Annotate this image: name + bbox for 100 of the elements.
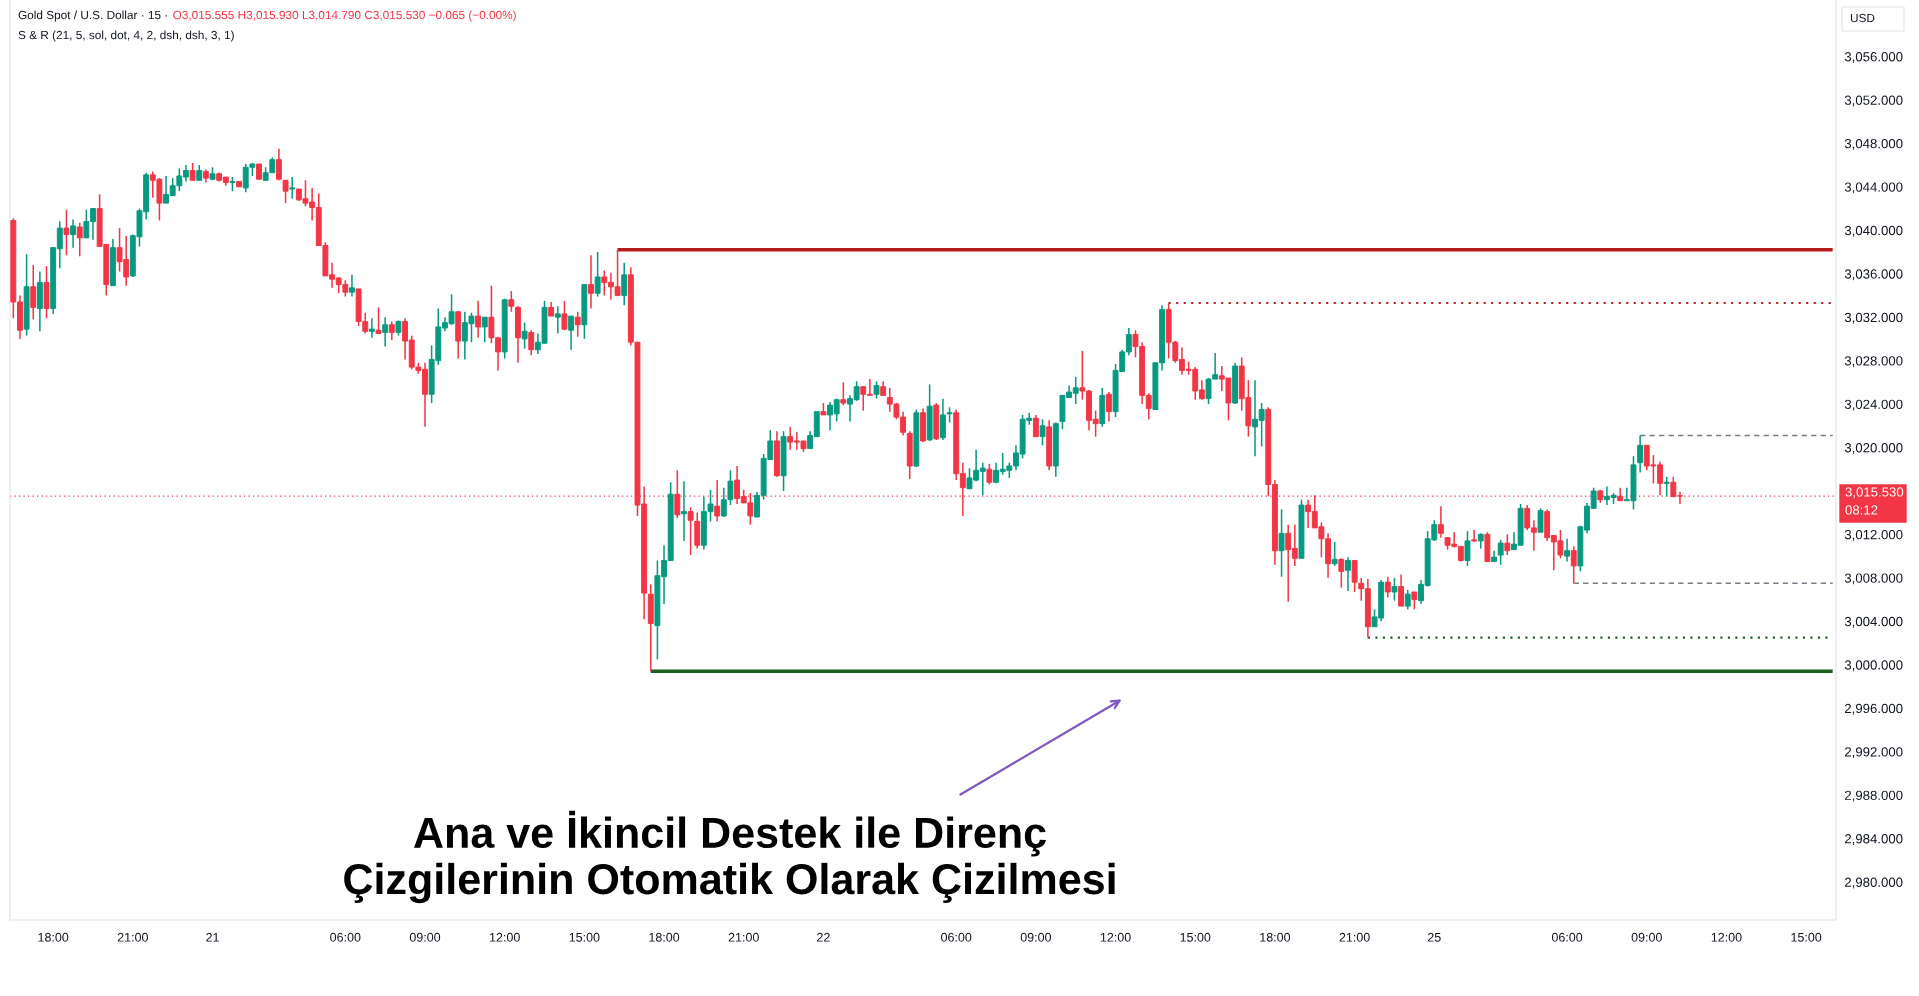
annotation: S & R (21, 5, sol, dot, 4, 2, dsh, dsh, 3, 1) xyxy=(18,30,234,42)
candlestick xyxy=(588,254,594,310)
candlestick xyxy=(76,221,83,258)
candlestick xyxy=(1564,537,1571,563)
y-tick-label: 3,056.000 xyxy=(1844,52,1903,63)
candlestick xyxy=(1278,508,1285,578)
candlestick xyxy=(521,321,528,350)
y-tick-label: 3,008.000 xyxy=(1844,573,1903,585)
y-tick-label: 3,036.000 xyxy=(1844,269,1903,281)
candlestick xyxy=(1039,418,1046,447)
x-tick-label: 12:00 xyxy=(489,932,520,942)
y-tick-label: 3,012.000 xyxy=(1844,529,1903,541)
x-tick-label: 18:00 xyxy=(38,932,69,942)
candlestick xyxy=(1464,530,1471,567)
candlestick xyxy=(687,506,694,556)
y-tick-label: 3,024.000 xyxy=(1844,399,1903,411)
candlestick xyxy=(1338,557,1345,589)
y-tick-label: 3,020.000 xyxy=(1844,443,1903,454)
candlestick xyxy=(375,306,382,335)
x-tick-label: 12:00 xyxy=(1100,932,1131,942)
candlestick xyxy=(528,329,535,356)
x-tick-label: 15:00 xyxy=(569,932,600,942)
candlestick xyxy=(1351,559,1358,593)
x-tick-label: 12:00 xyxy=(1711,932,1742,942)
candlestick xyxy=(1497,539,1504,566)
candlestick xyxy=(1404,589,1411,611)
x-tick-label: 21 xyxy=(206,932,219,942)
candlestick xyxy=(1345,556,1351,592)
candlestick xyxy=(1437,505,1444,539)
candlestick xyxy=(681,480,687,542)
candlestick xyxy=(1504,533,1511,556)
candlestick xyxy=(282,179,289,204)
y-tick-label: 2,996.000 xyxy=(1845,703,1903,715)
text: 08:12 xyxy=(1845,505,1878,515)
candlestick xyxy=(1331,541,1338,567)
text: USD xyxy=(1850,13,1875,23)
candlestick xyxy=(349,274,355,298)
candlestick xyxy=(1105,391,1112,423)
candlestick xyxy=(554,305,561,335)
x-tick-label: 15:00 xyxy=(1791,932,1822,942)
candlestick xyxy=(382,316,389,348)
y-tick-label: 2,992.000 xyxy=(1845,747,1903,759)
candlestick xyxy=(694,511,701,550)
x-tick-label: 15:00 xyxy=(1180,932,1211,942)
candlestick xyxy=(289,176,296,200)
x-tick-label: 21:00 xyxy=(728,932,759,942)
y-tick-label: 3,048.000 xyxy=(1844,138,1903,150)
candlestick xyxy=(939,397,946,441)
candlestick xyxy=(70,218,77,249)
candlestick xyxy=(1537,507,1544,533)
candlestick xyxy=(63,208,70,257)
ref-line-label: 3,015.530 xyxy=(1845,487,1904,499)
y-tick-label: 3,052.000 xyxy=(1844,95,1903,107)
candlestick xyxy=(986,463,993,486)
candlestick xyxy=(368,317,375,339)
candlestick xyxy=(840,381,847,406)
x-tick-label: 06:00 xyxy=(1551,932,1583,942)
candlestick xyxy=(481,316,488,343)
x-tick-label: 18:00 xyxy=(1260,932,1291,942)
y-tick-label: 3,028.000 xyxy=(1844,356,1903,368)
x-tick-label: 06:00 xyxy=(330,932,361,942)
y-tick-label: 2,988.000 xyxy=(1845,790,1903,802)
y-tick-label: 3,032.000 xyxy=(1844,312,1903,324)
x-tick-label: 09:00 xyxy=(1631,932,1662,942)
x-tick-label: 21:00 xyxy=(1339,932,1370,942)
candlestick xyxy=(1384,576,1391,599)
candlestick xyxy=(594,251,601,298)
x-tick-label: 09:00 xyxy=(1020,932,1052,942)
x-tick-label: 06:00 xyxy=(941,932,972,942)
annotation: Gold Spot / U.S. Dollar · 15 · xyxy=(18,10,167,22)
text: Ana ve İkincil Destek ile Direnç Çizgilerinin Otomatik Olarak Çizilmesi xyxy=(344,810,1115,904)
x-tick-label: 25 xyxy=(1427,932,1441,942)
candlestick xyxy=(714,479,721,523)
candlestick xyxy=(561,300,568,331)
candlestick xyxy=(508,290,515,313)
candlestick xyxy=(1663,476,1670,498)
x-tick-label: 22 xyxy=(817,932,830,942)
y-tick-label: 2,980.000 xyxy=(1845,877,1903,889)
candlestick xyxy=(1398,573,1405,607)
candlestick xyxy=(475,300,482,339)
x-tick-label: 21:00 xyxy=(117,932,148,942)
y-tick-label: 3,040.000 xyxy=(1844,225,1903,237)
y-tick-label: 2,984.000 xyxy=(1845,834,1903,846)
candlestick xyxy=(621,262,628,306)
x-tick-label: 18:00 xyxy=(649,932,680,942)
candlestick xyxy=(1391,577,1398,602)
x-tick-label: 09:00 xyxy=(409,932,441,942)
y-tick-label: 3,044.000 xyxy=(1844,182,1903,194)
candlestick xyxy=(568,315,575,351)
y-tick-label: 3,000.000 xyxy=(1844,660,1903,672)
candlestick xyxy=(1032,414,1039,438)
candlestick xyxy=(388,320,395,341)
candlestick xyxy=(1471,529,1478,543)
candlestick xyxy=(30,264,37,321)
y-tick-label: 3,004.000 xyxy=(1844,616,1903,628)
candlestick xyxy=(275,148,282,182)
candlestick xyxy=(1637,434,1644,474)
candlestick xyxy=(1570,545,1577,585)
annotation: O3,015.555 H3,015.930 L3,014.790 C3,015.530 −0.065 (−0.00%) xyxy=(173,10,516,22)
candlestick xyxy=(574,310,581,338)
